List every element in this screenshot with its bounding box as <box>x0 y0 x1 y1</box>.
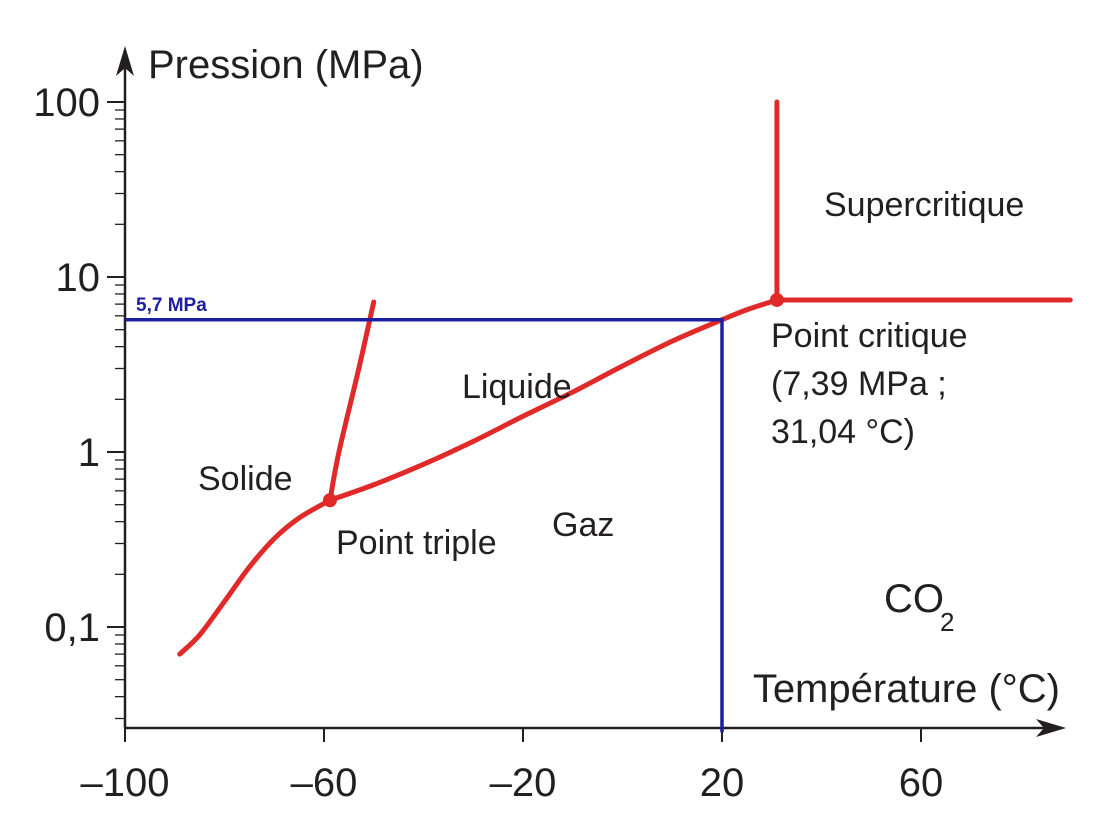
y-axis-arrow <box>116 46 134 76</box>
sublimation-curve <box>177 497 333 657</box>
triple-point-dot <box>322 493 337 508</box>
substance-formula: CO <box>884 577 944 621</box>
x-axis-arrow <box>1036 719 1066 737</box>
fusion-curve <box>327 299 377 503</box>
x-tick-label-minus-20: –20 <box>490 761 557 805</box>
y-tick-label-100: 100 <box>33 81 100 125</box>
region-solide: Solide <box>198 460 293 498</box>
x-tick-label-minus-100: –100 <box>81 761 170 805</box>
axes <box>116 46 1066 737</box>
x-tick-label-minus-60: –60 <box>291 761 358 805</box>
critical-point-label-line2: (7,39 MPa ; <box>771 365 947 403</box>
x-tick-label-20: 20 <box>700 761 745 805</box>
x-ticks <box>124 728 922 742</box>
region-gaz: Gaz <box>552 506 614 544</box>
region-liquide: Liquide <box>462 368 572 406</box>
substance-formula-subscript: 2 <box>940 607 954 637</box>
y-minor-ticks <box>115 109 125 720</box>
region-supercritique: Supercritique <box>824 186 1024 224</box>
y-axis-title: Pression (MPa) <box>148 43 424 87</box>
x-tick-label-60: 60 <box>899 761 944 805</box>
triple-point-label: Point triple <box>336 524 497 562</box>
y-tick-label-1: 1 <box>78 431 100 475</box>
vaporisation-curve <box>327 297 780 503</box>
y-tick-label-10: 10 <box>56 256 101 300</box>
pressure-marker-label: 5,7 MPa <box>136 295 207 316</box>
y-tick-label-0-1: 0,1 <box>44 606 100 650</box>
critical-point-dot <box>769 292 784 307</box>
x-axis-title: Température (°C) <box>753 667 1060 711</box>
pressure-marker-line <box>125 317 724 733</box>
critical-point-label-line1: Point critique <box>771 317 968 355</box>
critical-point-label-line3: 31,04 °C) <box>771 413 915 451</box>
y-major-ticks <box>107 101 125 628</box>
